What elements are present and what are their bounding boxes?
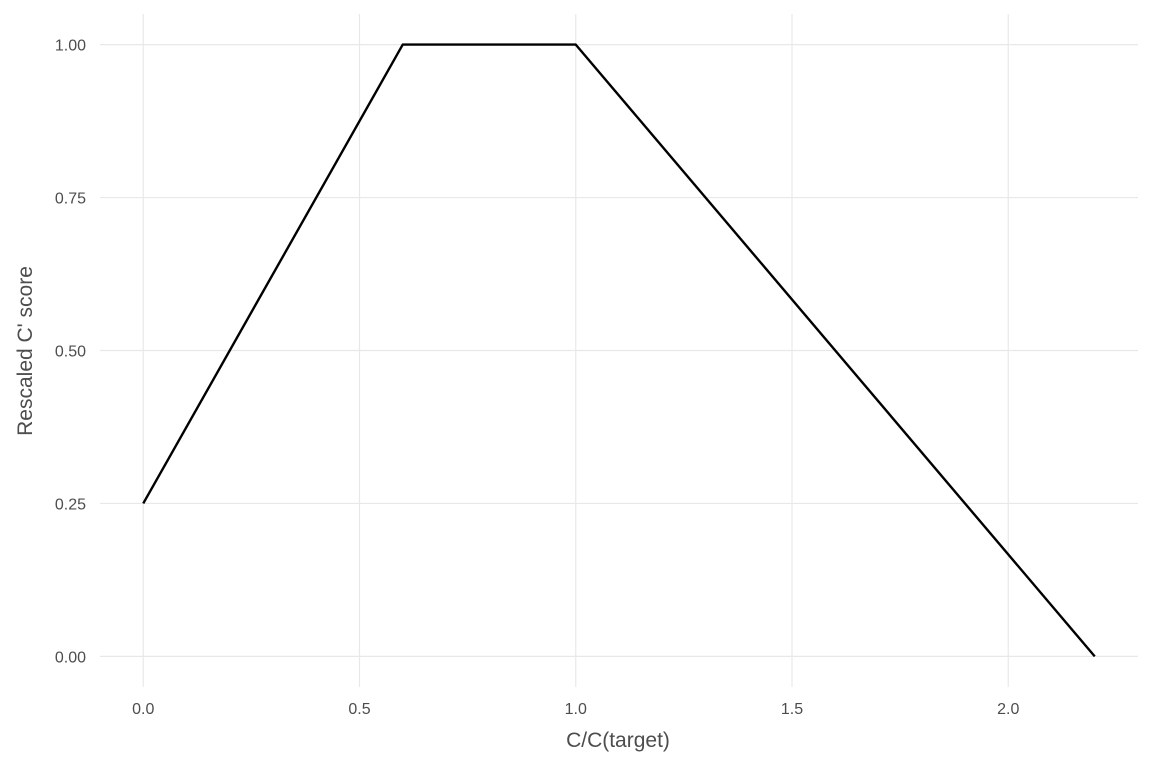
x-tick-label: 1.0 (565, 701, 587, 718)
y-axis-title: Rescaled C' score (14, 266, 37, 436)
x-axis-title: C/C(target) (566, 729, 670, 752)
grid (100, 14, 1138, 687)
series-line (142, 43, 1096, 658)
x-tick-label: 2.0 (997, 701, 1019, 718)
y-tick-label: 1.00 (55, 38, 86, 55)
y-tick-label: 0.00 (55, 649, 86, 666)
x-tick-label: 0.5 (348, 701, 370, 718)
x-tick-label: 0.0 (132, 701, 154, 718)
y-tick-label: 0.25 (55, 496, 86, 513)
series-group (142, 43, 1096, 658)
y-tick-label: 0.75 (55, 191, 86, 208)
x-axis-ticks: 0.0 0.5 1.0 1.5 2.0 (132, 701, 1019, 718)
y-axis-ticks: 0.00 0.25 0.50 0.75 1.00 (55, 38, 86, 667)
x-tick-label: 1.5 (781, 701, 803, 718)
y-tick-label: 0.50 (55, 344, 86, 361)
